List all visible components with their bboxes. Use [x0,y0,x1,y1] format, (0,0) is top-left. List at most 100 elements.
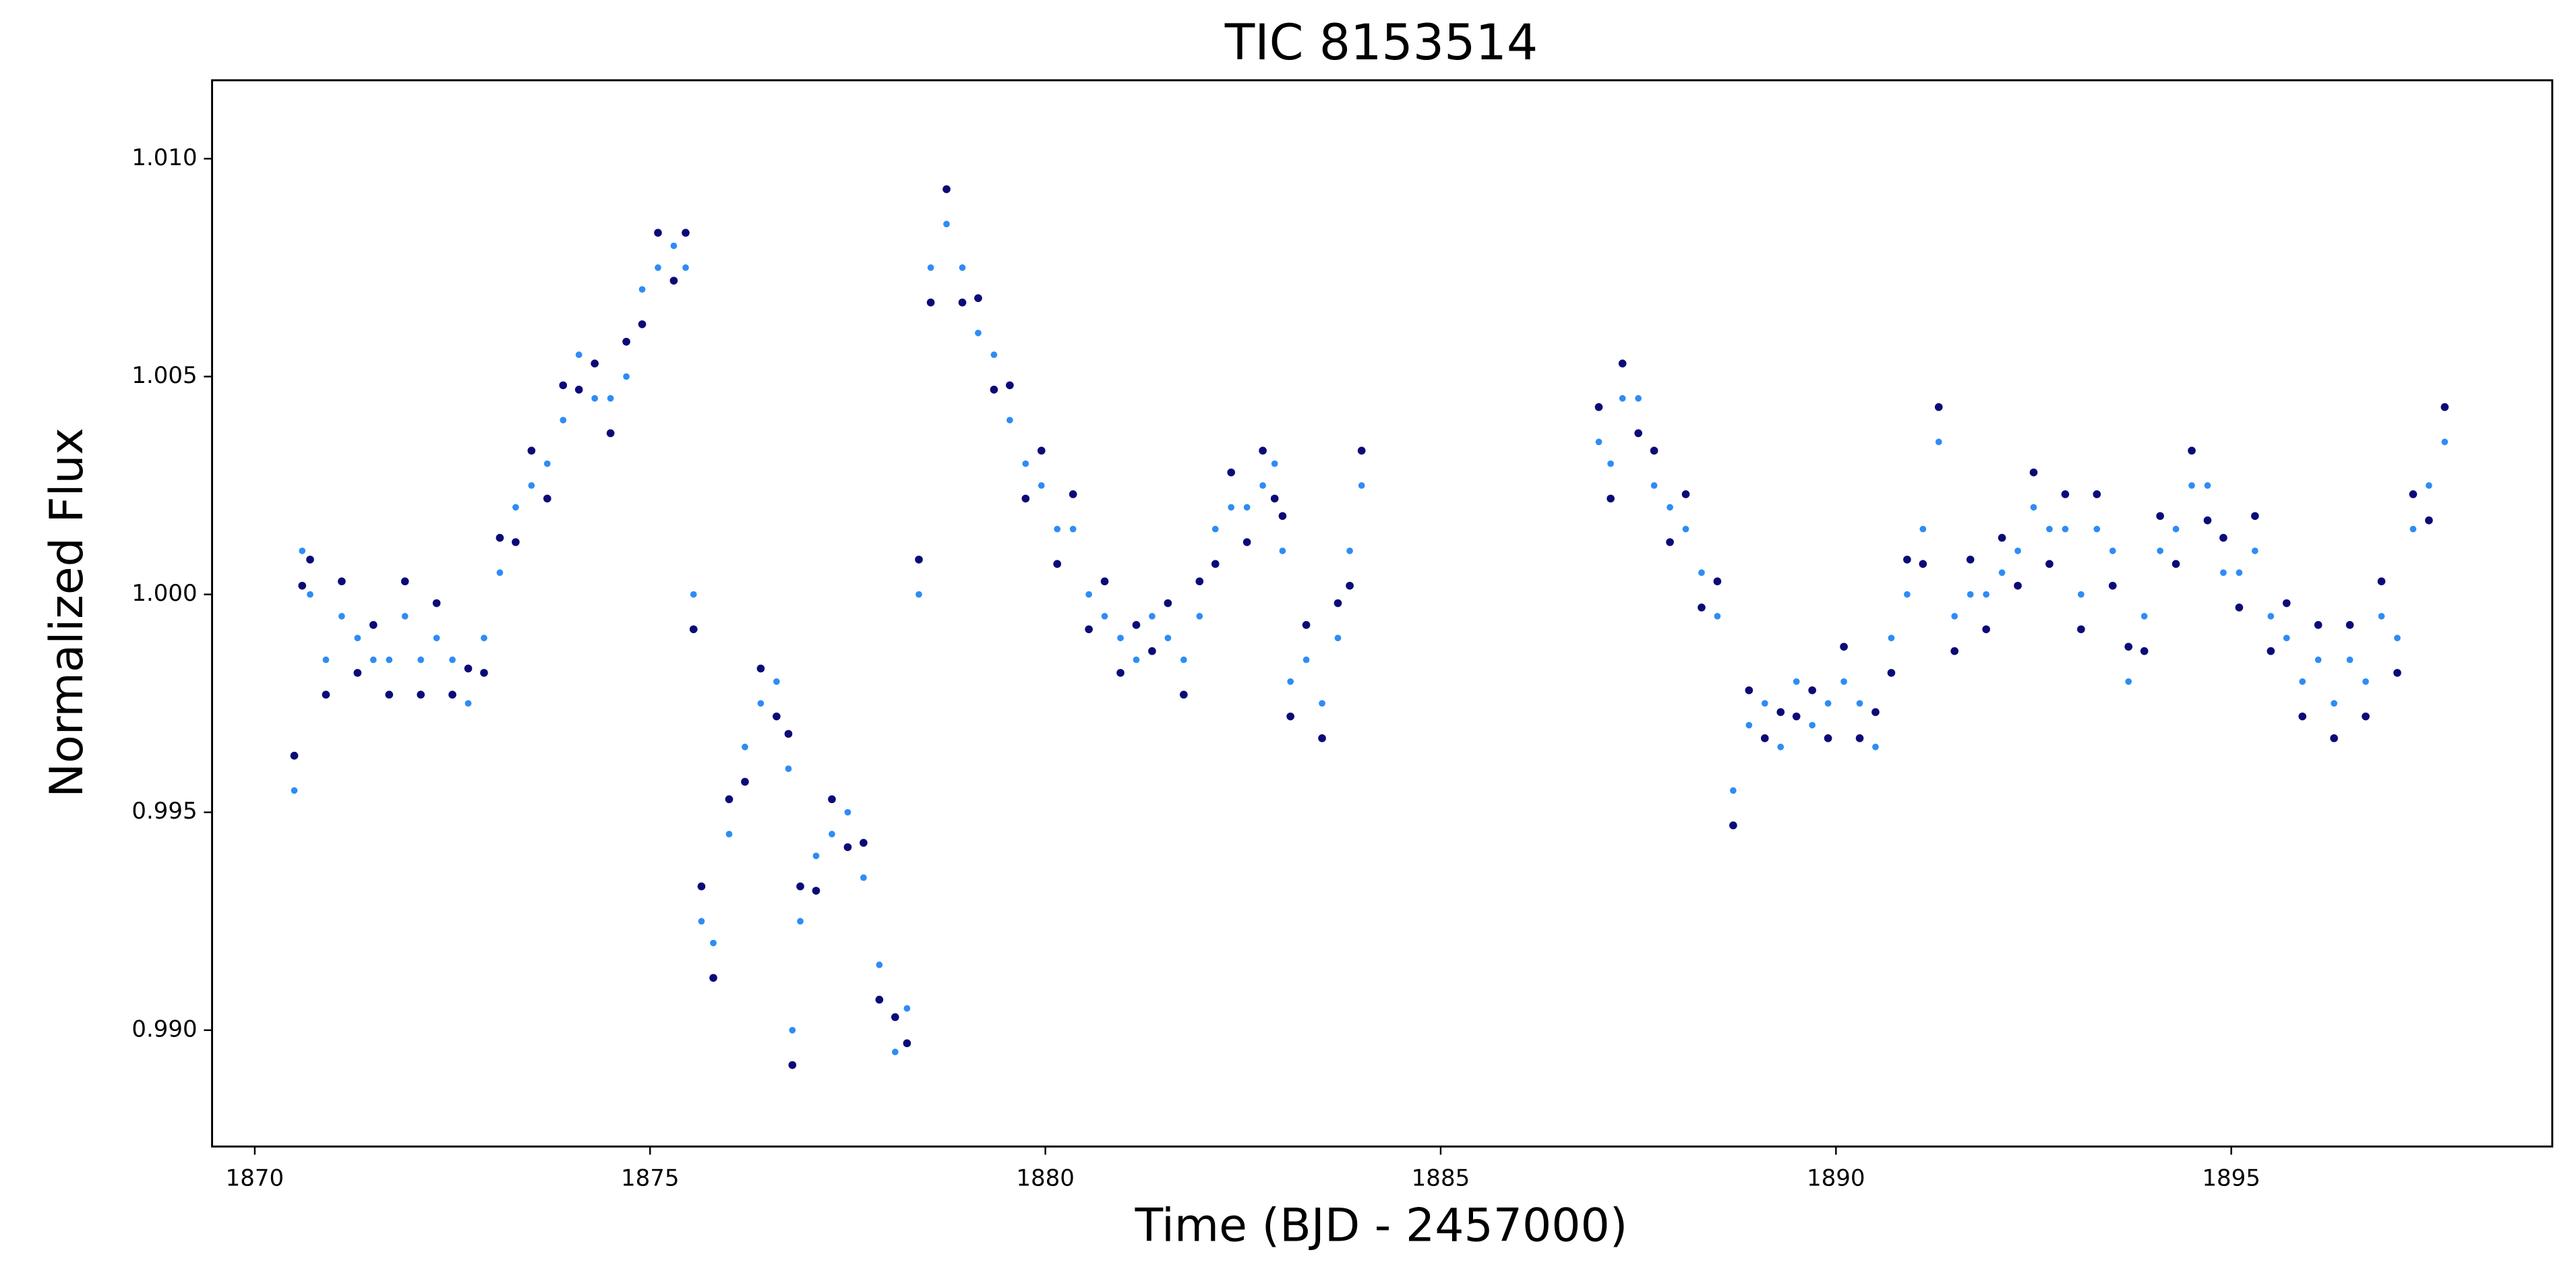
data-point [1745,721,1753,729]
data-point [1698,569,1705,577]
y-tick-label: 1.005 [131,362,197,389]
data-point [432,599,441,608]
data-point [638,320,647,328]
data-point [1259,446,1267,455]
data-point [697,882,706,891]
data-point [670,242,678,249]
data-point [2124,643,2133,651]
data-point [876,962,883,968]
data-point [1132,621,1141,629]
data-point [789,1026,796,1034]
chart-title: TIC 8153514 [1224,14,1538,71]
data-point [1760,734,1769,742]
data-point [1808,686,1816,694]
data-point [322,656,330,663]
data-point [638,286,646,293]
data-point [756,664,765,673]
data-point [1840,678,1847,685]
data-point [2157,548,2163,554]
x-tick-label: 1870 [226,1164,284,1191]
data-point [1180,656,1187,663]
data-point [1776,708,1785,716]
data-point [1793,678,1800,685]
data-point [757,700,765,707]
data-point [1302,656,1310,663]
data-point [306,556,314,564]
data-point [433,634,440,642]
data-point [1855,734,1864,742]
data-point [1085,591,1092,598]
data-point [1334,634,1342,642]
data-point [891,1013,899,1022]
data-point [575,351,582,359]
data-point [400,577,409,586]
data-point [1714,613,1721,620]
data-point [875,995,884,1004]
data-point [2219,533,2227,542]
data-point [1982,625,1990,634]
data-point [1022,460,1029,467]
x-tick-label: 1875 [621,1164,680,1191]
data-point [1698,603,1706,612]
data-point [1951,613,1958,620]
data-point [1607,460,1614,467]
data-point [2093,525,2101,533]
data-point [2346,656,2354,663]
data-point [1242,538,1251,546]
data-point [860,839,868,847]
x-axis-label: Time (BJD - 2457000) [1135,1199,1628,1252]
x-tick-label: 1895 [2202,1164,2260,1191]
data-point [1085,625,1093,634]
data-point [1967,591,1974,598]
data-point [464,664,473,673]
data-point [1069,525,1077,533]
data-point [654,229,662,237]
data-point [773,678,780,685]
y-tick-label: 0.995 [131,798,197,825]
data-point [812,852,820,860]
data-point [2425,516,2433,525]
data-point [943,220,950,228]
data-point [1950,647,1959,655]
data-point [828,795,836,804]
data-point [1998,569,2006,577]
data-point [975,329,982,336]
data-point [2267,613,2275,620]
data-point [1358,482,1365,489]
data-point [543,494,551,503]
data-point [797,918,804,925]
data-point [2393,669,2401,677]
data-point [1887,669,1896,677]
data-point [291,787,298,794]
data-point [1211,525,1219,533]
data-point [1211,560,1220,568]
data-point [1903,591,1911,598]
y-tick-label: 1.010 [131,144,197,171]
data-point [1983,591,1989,598]
data-point [860,874,867,881]
data-point [1164,599,1172,608]
data-point [1682,525,1689,533]
data-point [2014,581,2022,590]
data-point [1195,577,1204,586]
data-point [2061,490,2070,498]
data-point [1148,647,1156,655]
data-point [655,264,661,271]
data-point [1595,438,1602,446]
data-point [2046,525,2053,533]
data-point [2331,700,2337,707]
data-point [916,591,922,598]
data-point [829,831,835,837]
data-point [622,337,630,346]
data-point [812,887,820,895]
data-point [2298,712,2307,721]
data-point [1635,394,1642,402]
data-point [1919,525,1927,533]
y-tick-label: 1.000 [131,580,197,607]
data-point [2014,548,2021,554]
data-point [1334,599,1342,608]
data-point [2220,569,2227,577]
data-point [1903,556,1911,564]
data-point [1792,712,1801,721]
